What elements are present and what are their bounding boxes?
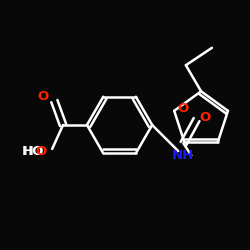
Text: O: O <box>38 90 49 103</box>
Text: O: O <box>177 102 188 115</box>
Text: NH: NH <box>172 149 194 162</box>
Text: O: O <box>36 144 47 158</box>
Text: O: O <box>200 111 211 124</box>
Text: H: H <box>23 144 33 158</box>
Text: HO: HO <box>22 144 44 158</box>
